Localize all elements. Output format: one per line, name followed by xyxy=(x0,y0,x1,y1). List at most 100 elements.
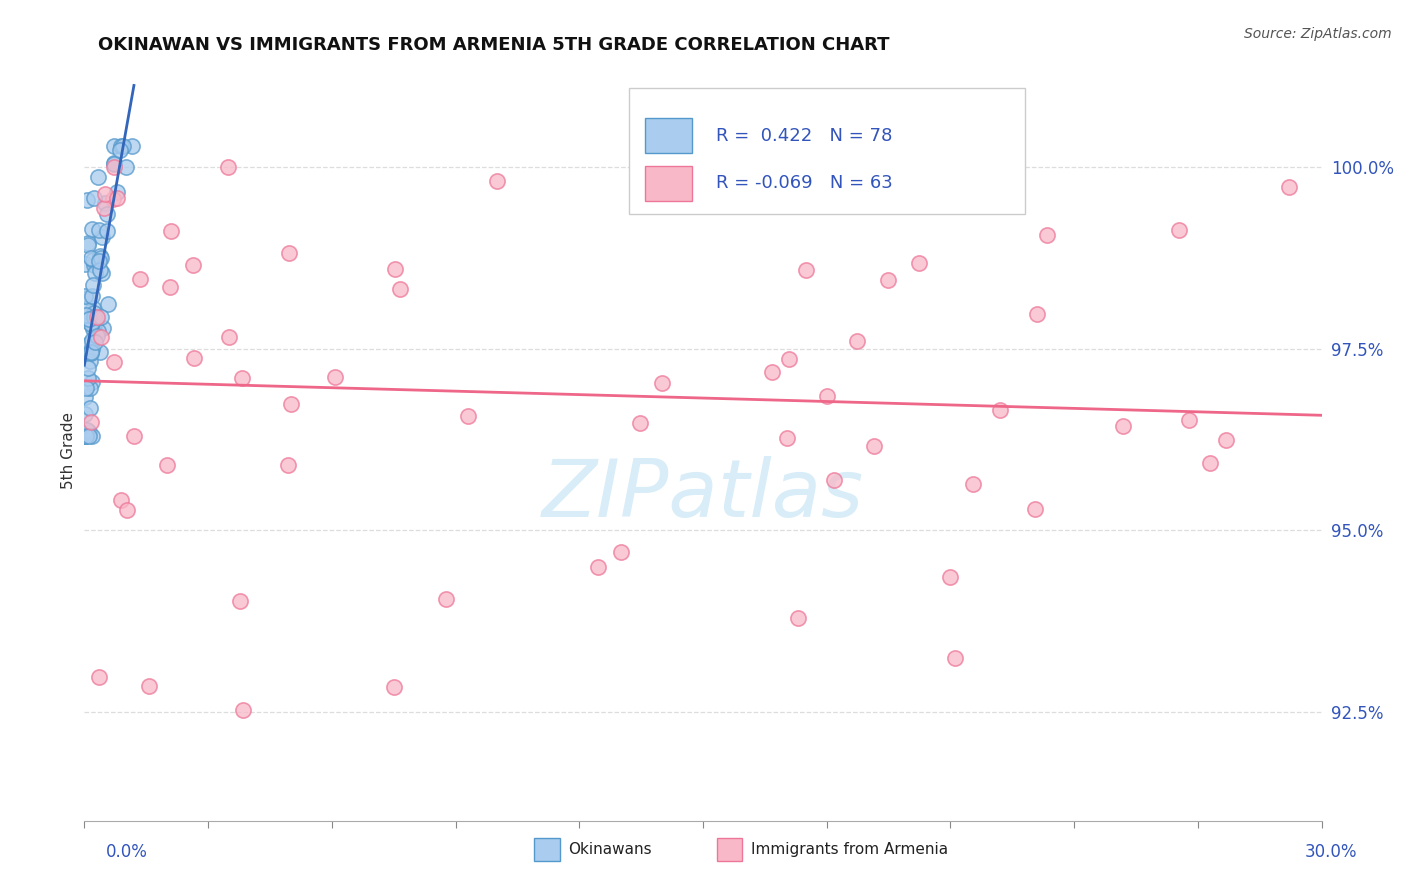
Point xyxy=(863,440,886,454)
Point xyxy=(79,381,101,395)
Point xyxy=(79,335,101,350)
Point xyxy=(79,346,101,360)
Text: ZIPatlas: ZIPatlas xyxy=(541,456,865,534)
Point xyxy=(86,329,108,343)
Point xyxy=(103,155,125,169)
Point xyxy=(232,703,254,717)
Point xyxy=(103,161,125,175)
Point xyxy=(1024,501,1046,516)
Point xyxy=(845,334,868,348)
Point xyxy=(159,224,181,238)
Text: Immigrants from Armenia: Immigrants from Armenia xyxy=(751,842,948,857)
Point xyxy=(82,317,104,331)
Point xyxy=(91,230,114,244)
Point xyxy=(89,262,111,277)
Point xyxy=(96,224,118,238)
Point xyxy=(77,425,100,439)
Point xyxy=(907,256,929,270)
Point xyxy=(1036,228,1059,243)
Point xyxy=(93,196,115,211)
Point xyxy=(82,322,104,336)
Point xyxy=(75,407,97,421)
Bar xyxy=(628,87,1025,213)
Point xyxy=(87,324,110,338)
Point xyxy=(786,611,808,625)
Point xyxy=(877,273,900,287)
Point xyxy=(105,191,128,205)
Point xyxy=(79,316,101,330)
Point xyxy=(388,282,411,296)
Point xyxy=(82,278,104,293)
Point xyxy=(103,355,125,369)
Point xyxy=(76,361,98,376)
Point xyxy=(75,288,97,302)
Point xyxy=(93,201,115,215)
Point xyxy=(83,258,105,272)
Point xyxy=(86,170,108,185)
Point xyxy=(111,138,134,153)
Point xyxy=(89,345,111,359)
Point xyxy=(75,381,97,395)
Point xyxy=(761,365,783,379)
Point xyxy=(485,174,508,188)
Point xyxy=(96,207,118,221)
Point xyxy=(815,389,838,403)
Point xyxy=(76,193,98,207)
Point xyxy=(89,249,111,263)
Point xyxy=(962,477,984,491)
Point xyxy=(75,429,97,443)
Point xyxy=(75,308,97,322)
Point xyxy=(80,375,103,389)
Point xyxy=(1198,456,1220,470)
Point xyxy=(1168,223,1191,237)
Point xyxy=(107,186,129,200)
Point xyxy=(277,458,299,473)
Text: 30.0%: 30.0% xyxy=(1305,843,1357,861)
Point xyxy=(80,289,103,303)
Point xyxy=(181,258,204,272)
Point xyxy=(278,246,301,260)
Point xyxy=(79,354,101,368)
Point xyxy=(943,651,966,665)
Text: Okinawans: Okinawans xyxy=(568,842,651,857)
Point xyxy=(82,429,104,443)
Point xyxy=(1026,308,1049,322)
Point xyxy=(228,594,250,608)
Point xyxy=(80,415,103,429)
Point xyxy=(77,371,100,385)
Point xyxy=(80,317,103,331)
Point xyxy=(80,346,103,360)
Point xyxy=(323,369,346,384)
Point xyxy=(159,279,181,293)
Point xyxy=(80,336,103,351)
Point xyxy=(82,343,104,357)
Point xyxy=(103,156,125,170)
Point xyxy=(86,310,108,325)
Bar xyxy=(644,166,692,201)
Point xyxy=(76,423,98,437)
Point xyxy=(457,409,479,423)
Point xyxy=(778,352,800,367)
Point xyxy=(83,266,105,280)
Point xyxy=(83,321,105,335)
Point xyxy=(87,223,110,237)
Point xyxy=(77,312,100,326)
Point xyxy=(75,428,97,442)
Point xyxy=(82,301,104,316)
Point xyxy=(80,251,103,265)
Point xyxy=(384,262,406,277)
Point xyxy=(75,257,97,271)
Point xyxy=(77,236,100,251)
Point xyxy=(231,371,253,385)
Point xyxy=(110,493,132,508)
Point xyxy=(90,330,112,344)
Text: R = -0.069   N = 63: R = -0.069 N = 63 xyxy=(716,174,893,193)
Point xyxy=(588,560,610,574)
Point xyxy=(77,429,100,443)
Point xyxy=(80,344,103,359)
Point xyxy=(183,351,205,365)
Point xyxy=(90,310,112,324)
Point xyxy=(280,397,302,411)
Point xyxy=(83,310,105,324)
Point xyxy=(939,570,962,584)
